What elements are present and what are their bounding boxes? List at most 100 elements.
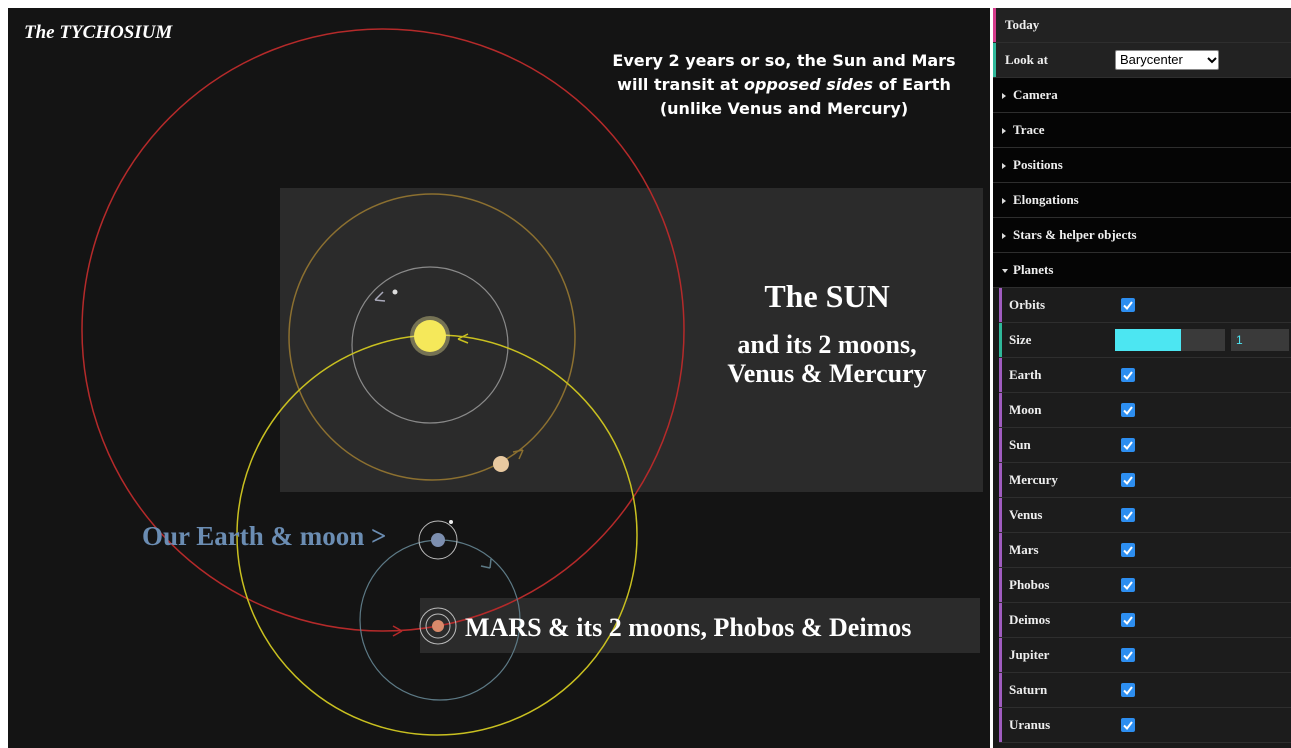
folder-header[interactable]: Elongations (993, 183, 1291, 218)
mercury[interactable] (393, 290, 398, 295)
annotation-text: of Earth (873, 75, 951, 94)
folder-header[interactable]: Trace (993, 113, 1291, 148)
row-indicator (999, 568, 1002, 602)
checkbox[interactable] (1121, 368, 1135, 382)
dropdown-arrow (1206, 56, 1218, 64)
row-indicator (999, 288, 1002, 322)
check-mark (1121, 438, 1135, 452)
annotation-line: (unlike Venus and Mercury) (660, 99, 908, 118)
check-mark (1121, 508, 1135, 522)
check-mark (1121, 473, 1135, 487)
row-indicator (999, 603, 1002, 637)
label: Uranus (1009, 717, 1050, 733)
row-indicator (999, 323, 1002, 357)
folder-toggle (1002, 163, 1006, 169)
check-mark (1121, 718, 1135, 732)
check-mark (1121, 368, 1135, 382)
row-indicator (999, 533, 1002, 567)
label: Earth (1009, 367, 1042, 383)
folder-header[interactable]: Camera (993, 78, 1291, 113)
sun-subtitle: and its 2 moons, (737, 330, 916, 359)
label: Look at (1005, 52, 1048, 68)
sun[interactable] (414, 320, 446, 352)
mars-label: MARS & its 2 moons, Phobos & Deimos (465, 613, 911, 642)
size-input[interactable]: 1 (1231, 329, 1289, 351)
planet-row: Phobos (999, 568, 1291, 603)
folder-toggle (1002, 128, 1006, 134)
label: Moon (1009, 402, 1042, 418)
check-mark (1121, 683, 1135, 697)
sun-subtitle: Venus & Mercury (727, 359, 926, 388)
row-indicator (999, 393, 1002, 427)
checkbox[interactable] (1121, 298, 1135, 312)
row-indicator (999, 463, 1002, 497)
label: Trace (1013, 122, 1045, 138)
app-title: The TYCHOSIUM (24, 22, 173, 43)
folder-header[interactable]: Planets (993, 253, 1291, 288)
label: Sun (1009, 437, 1031, 453)
planet-row: Sun (999, 428, 1291, 463)
sun-heading: The SUN (764, 278, 889, 314)
orbits-row: Orbits (999, 288, 1291, 323)
planet-row: Moon (999, 393, 1291, 428)
row-indicator (999, 498, 1002, 532)
label: Saturn (1009, 682, 1047, 698)
folder-toggle (1002, 198, 1006, 204)
earth-label: Our Earth & moon > (142, 521, 386, 551)
earth[interactable] (431, 533, 445, 547)
folder-toggle (1002, 269, 1008, 273)
today-button[interactable]: Today (993, 8, 1291, 43)
annotation-text: will transit at (617, 75, 744, 94)
check-mark (1121, 648, 1135, 662)
checkbox[interactable] (1121, 613, 1135, 627)
row-indicator (999, 673, 1002, 707)
checkbox[interactable] (1121, 438, 1135, 452)
mars[interactable] (432, 620, 444, 632)
check-mark (1121, 578, 1135, 592)
label: Orbits (1009, 297, 1045, 313)
folder-toggle (1002, 93, 1006, 99)
planet-row: Mercury (999, 463, 1291, 498)
checkbox[interactable] (1121, 508, 1135, 522)
venus[interactable] (493, 456, 509, 472)
checkbox[interactable] (1121, 718, 1135, 732)
planet-row: Earth (999, 358, 1291, 393)
slider-fill (1115, 329, 1181, 351)
check-mark (1121, 403, 1135, 417)
label: Today (1005, 17, 1039, 33)
label: Stars & helper objects (1013, 227, 1137, 243)
moon[interactable] (449, 520, 453, 524)
folder-toggle (1002, 233, 1006, 239)
label: Planets (1013, 262, 1053, 278)
look-at-row: Look at Barycenter (993, 43, 1291, 78)
size-slider[interactable] (1115, 329, 1225, 351)
row-indicator (999, 358, 1002, 392)
row-indicator (993, 43, 996, 77)
label: Size (1009, 332, 1031, 348)
planet-row: Deimos (999, 603, 1291, 638)
size-row: Size 1 (999, 323, 1291, 358)
control-panel: Today Look at Barycenter Camera Trace Positio… (993, 8, 1291, 748)
checkbox[interactable] (1121, 648, 1135, 662)
scene-view[interactable]: The TYCHOSIUM Every 2 years or so, the S… (0, 0, 992, 748)
folder-header[interactable]: Stars & helper objects (993, 218, 1291, 253)
annotation-line: will transit at opposed sides of Earth (617, 75, 951, 94)
folder-header[interactable]: Positions (993, 148, 1291, 183)
checkbox[interactable] (1121, 473, 1135, 487)
checkbox[interactable] (1121, 403, 1135, 417)
planet-row: Mars (999, 533, 1291, 568)
checkbox[interactable] (1121, 683, 1135, 697)
checkbox[interactable] (1121, 578, 1135, 592)
label: Venus (1009, 507, 1042, 523)
label: Positions (1013, 157, 1063, 173)
planet-row: Venus (999, 498, 1291, 533)
label: Camera (1013, 87, 1058, 103)
label: Deimos (1009, 612, 1050, 628)
check-mark (1121, 543, 1135, 557)
label: Phobos (1009, 577, 1049, 593)
check-mark (1121, 613, 1135, 627)
checkbox[interactable] (1121, 543, 1135, 557)
row-indicator (999, 638, 1002, 672)
label: Mars (1009, 542, 1039, 558)
look-at-select[interactable]: Barycenter (1115, 50, 1219, 70)
